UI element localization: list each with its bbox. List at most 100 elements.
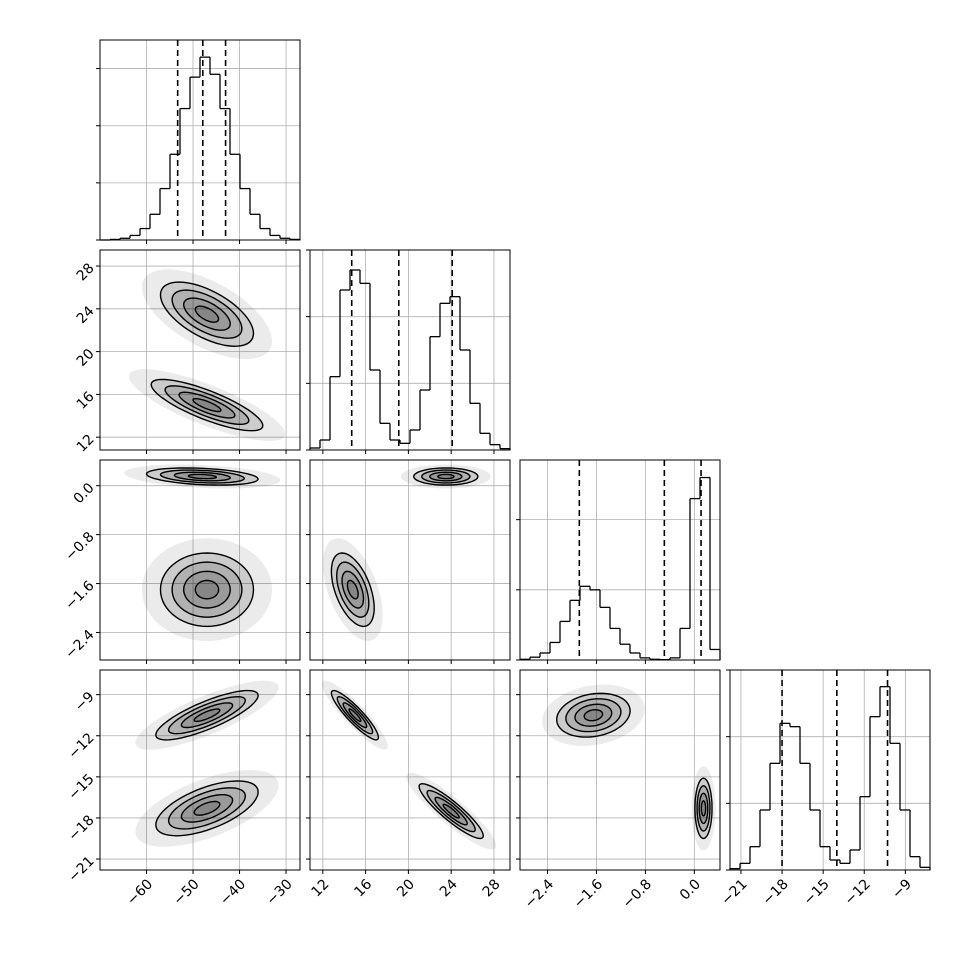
x-tick-label: −15	[801, 876, 833, 908]
y-tick-label: −15	[65, 771, 97, 803]
density-fill	[699, 793, 708, 824]
contour	[341, 570, 365, 609]
contour	[150, 378, 264, 432]
panel-frame	[519, 459, 721, 661]
x-tick-label: −21	[718, 876, 750, 908]
contour	[700, 800, 707, 817]
contour	[694, 777, 713, 840]
density-fill	[427, 790, 476, 832]
panel-frame	[519, 669, 721, 871]
contour	[698, 792, 709, 825]
density-halo	[135, 770, 279, 847]
contour	[178, 391, 236, 419]
y-tick-label: −0.8	[62, 529, 97, 564]
contour	[159, 469, 245, 484]
density-fill	[172, 562, 242, 618]
contour	[330, 689, 380, 741]
y-tick-label: 20	[74, 346, 98, 370]
density-fill	[151, 379, 263, 431]
contour	[194, 305, 220, 323]
density-fill	[174, 472, 231, 481]
density-fill	[160, 282, 254, 347]
contour	[330, 552, 375, 628]
panel-frame	[729, 669, 931, 871]
density-halo	[542, 684, 645, 746]
contour	[182, 297, 231, 331]
density-fill	[195, 306, 219, 323]
density-fill	[349, 709, 361, 722]
density-fill	[165, 385, 249, 425]
contour	[180, 702, 234, 729]
contour	[193, 800, 221, 816]
x-tick-label: −40	[217, 876, 249, 908]
contour	[159, 552, 255, 628]
contour	[167, 695, 247, 735]
density-fill	[194, 709, 220, 722]
x-tick-label: −12	[842, 876, 874, 908]
density-fill	[429, 472, 462, 481]
contour	[164, 385, 250, 425]
contour	[155, 689, 259, 741]
x-tick-label: −2.4	[522, 876, 557, 911]
panel-frame	[309, 669, 511, 871]
panel-frame	[99, 669, 301, 871]
x-tick-label: −18	[760, 876, 792, 908]
density-fill	[437, 474, 454, 479]
x-tick-label: −1.6	[571, 876, 606, 911]
y-tick-label: −12	[65, 730, 97, 762]
contour	[412, 467, 479, 486]
panel-frame	[309, 459, 511, 661]
contour	[555, 692, 631, 738]
x-tick-label: 24	[437, 876, 461, 900]
density-halo	[406, 772, 497, 850]
x-tick-label: −30	[263, 876, 295, 908]
y-tick-label: −9	[72, 689, 98, 715]
density-fill	[337, 696, 373, 734]
x-tick-label: −60	[124, 876, 156, 908]
contour	[182, 570, 231, 609]
contour	[348, 708, 362, 723]
x-tick-label: 0.0	[677, 876, 704, 903]
y-tick-label: 28	[74, 260, 98, 284]
x-tick-label: 12	[309, 876, 333, 900]
contour	[434, 796, 468, 826]
contour	[418, 782, 485, 840]
contour	[159, 281, 255, 348]
density-fill	[155, 781, 259, 836]
density-fill	[181, 794, 233, 823]
x-tick-label: −0.8	[620, 876, 655, 911]
contour	[187, 473, 218, 480]
x-tick-label: −50	[170, 876, 202, 908]
panel-frame	[99, 249, 301, 451]
x-tick-label: 28	[480, 876, 504, 900]
density-fill	[155, 690, 259, 740]
panel-frame	[99, 459, 301, 661]
x-tick-label: 20	[394, 876, 418, 900]
contour	[171, 289, 243, 339]
contour	[194, 579, 220, 600]
density-fill	[183, 298, 231, 331]
y-tick-label: 24	[74, 303, 98, 327]
density-fill	[172, 290, 242, 339]
contour	[574, 703, 613, 727]
contour	[193, 708, 221, 723]
contour	[696, 785, 711, 832]
contour	[155, 780, 259, 837]
x-tick-label: −9	[889, 876, 915, 902]
y-tick-label: −21	[65, 853, 97, 885]
density-halo	[322, 680, 388, 750]
y-tick-label: 16	[74, 389, 98, 413]
panel-frame	[99, 39, 301, 241]
density-fill	[575, 704, 612, 727]
contour	[173, 471, 231, 482]
contour	[192, 398, 222, 413]
panel-frame	[309, 249, 511, 451]
y-tick-label: 0.0	[71, 480, 98, 507]
density-fill	[168, 787, 246, 829]
density-fill	[556, 693, 631, 738]
contour	[167, 787, 247, 830]
contour	[336, 695, 374, 735]
y-tick-label: −1.6	[62, 578, 97, 613]
contour	[426, 789, 476, 833]
